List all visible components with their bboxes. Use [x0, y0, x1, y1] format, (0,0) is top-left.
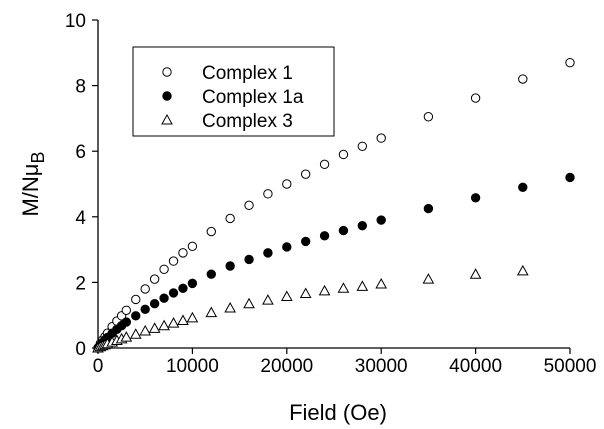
data-point: [159, 264, 169, 274]
legend-marker: [162, 67, 172, 77]
series-3: [92, 264, 529, 353]
data-point: [168, 256, 179, 266]
data-point: [376, 215, 386, 225]
data-point: [121, 317, 132, 327]
data-point: [206, 226, 216, 237]
data-point: [187, 241, 198, 252]
y-axis-label: M/NμB: [18, 151, 48, 216]
data-point: [356, 280, 369, 291]
y-axis-label-main: M/N: [18, 176, 43, 216]
data-point: [140, 284, 150, 294]
data-point: [318, 284, 331, 296]
data-point: [337, 282, 350, 293]
data-point: [244, 254, 254, 265]
data-point: [375, 278, 388, 289]
data-point: [263, 248, 273, 258]
legend-label: Complex 1a: [202, 87, 304, 108]
data-point: [225, 213, 235, 224]
data-point: [565, 57, 575, 68]
legend-label: Complex 3: [202, 111, 293, 132]
data-point: [262, 294, 274, 305]
data-point: [516, 264, 529, 276]
data-point: [263, 189, 273, 199]
y-tick-label: 10: [65, 11, 86, 32]
data-point: [357, 220, 368, 231]
legend-label: Complex 1: [202, 63, 293, 84]
y-tick-label: 8: [75, 77, 86, 98]
data-point: [300, 169, 311, 179]
data-point: [131, 311, 141, 321]
data-point: [140, 304, 150, 314]
data-point: [357, 141, 368, 151]
data-point: [518, 74, 528, 84]
data-point: [224, 301, 237, 313]
data-point: [177, 314, 189, 325]
data-point: [338, 225, 349, 236]
data-point: [376, 133, 386, 143]
data-point: [159, 293, 169, 303]
data-point: [178, 248, 188, 258]
data-point: [282, 242, 292, 252]
y-axis-label-mu: μ: [18, 164, 43, 177]
legend-marker: [162, 91, 172, 101]
legend: Complex 1 Complex 1a Complex 3: [132, 46, 335, 137]
data-point: [129, 328, 142, 339]
data-point: [148, 322, 161, 333]
data-point: [565, 172, 575, 183]
data-point: [178, 283, 188, 294]
data-point: [205, 306, 218, 318]
data-point: [186, 311, 199, 323]
data-point: [225, 261, 235, 271]
data-point: [167, 317, 180, 328]
data-point: [300, 236, 311, 247]
data-point: [423, 112, 434, 122]
data-point: [469, 268, 482, 279]
data-point: [282, 179, 292, 189]
data-point: [206, 269, 216, 279]
x-tick-label: 10000: [166, 356, 219, 377]
x-tick-label: 20000: [260, 356, 313, 377]
x-axis-label: Field (Oe): [289, 400, 387, 425]
data-point: [338, 149, 349, 160]
data-points: [92, 57, 575, 353]
ticks: 0 10000 20000 30000 40000 50000 0 2 4 6 8 10: [65, 11, 597, 377]
x-tick-label: 0: [93, 356, 104, 377]
data-point: [149, 299, 160, 309]
x-tick-label: 40000: [449, 356, 502, 377]
data-point: [299, 287, 312, 299]
x-tick-label: 30000: [355, 356, 408, 377]
data-point: [120, 331, 133, 342]
y-tick-label: 0: [75, 339, 86, 360]
data-point: [280, 290, 293, 302]
y-tick-label: 4: [75, 208, 86, 229]
data-point: [319, 159, 330, 170]
y-tick-label: 2: [75, 273, 86, 294]
axes: [97, 20, 570, 349]
y-axis-label-sub: B: [28, 151, 48, 163]
data-point: [139, 324, 152, 336]
data-point: [470, 193, 481, 203]
data-point: [423, 203, 434, 214]
data-point: [168, 288, 179, 298]
data-point: [518, 182, 528, 192]
data-point: [187, 278, 198, 289]
data-point: [319, 231, 330, 241]
legend-marker: [161, 113, 173, 125]
data-point: [470, 93, 481, 103]
data-point: [121, 305, 132, 315]
data-point: [243, 297, 255, 309]
y-tick-label: 6: [75, 142, 86, 163]
data-point: [131, 294, 141, 305]
data-point: [149, 274, 160, 284]
x-tick-label: 50000: [544, 356, 597, 377]
data-point: [158, 319, 170, 331]
data-point: [422, 273, 435, 284]
data-point: [244, 200, 254, 211]
